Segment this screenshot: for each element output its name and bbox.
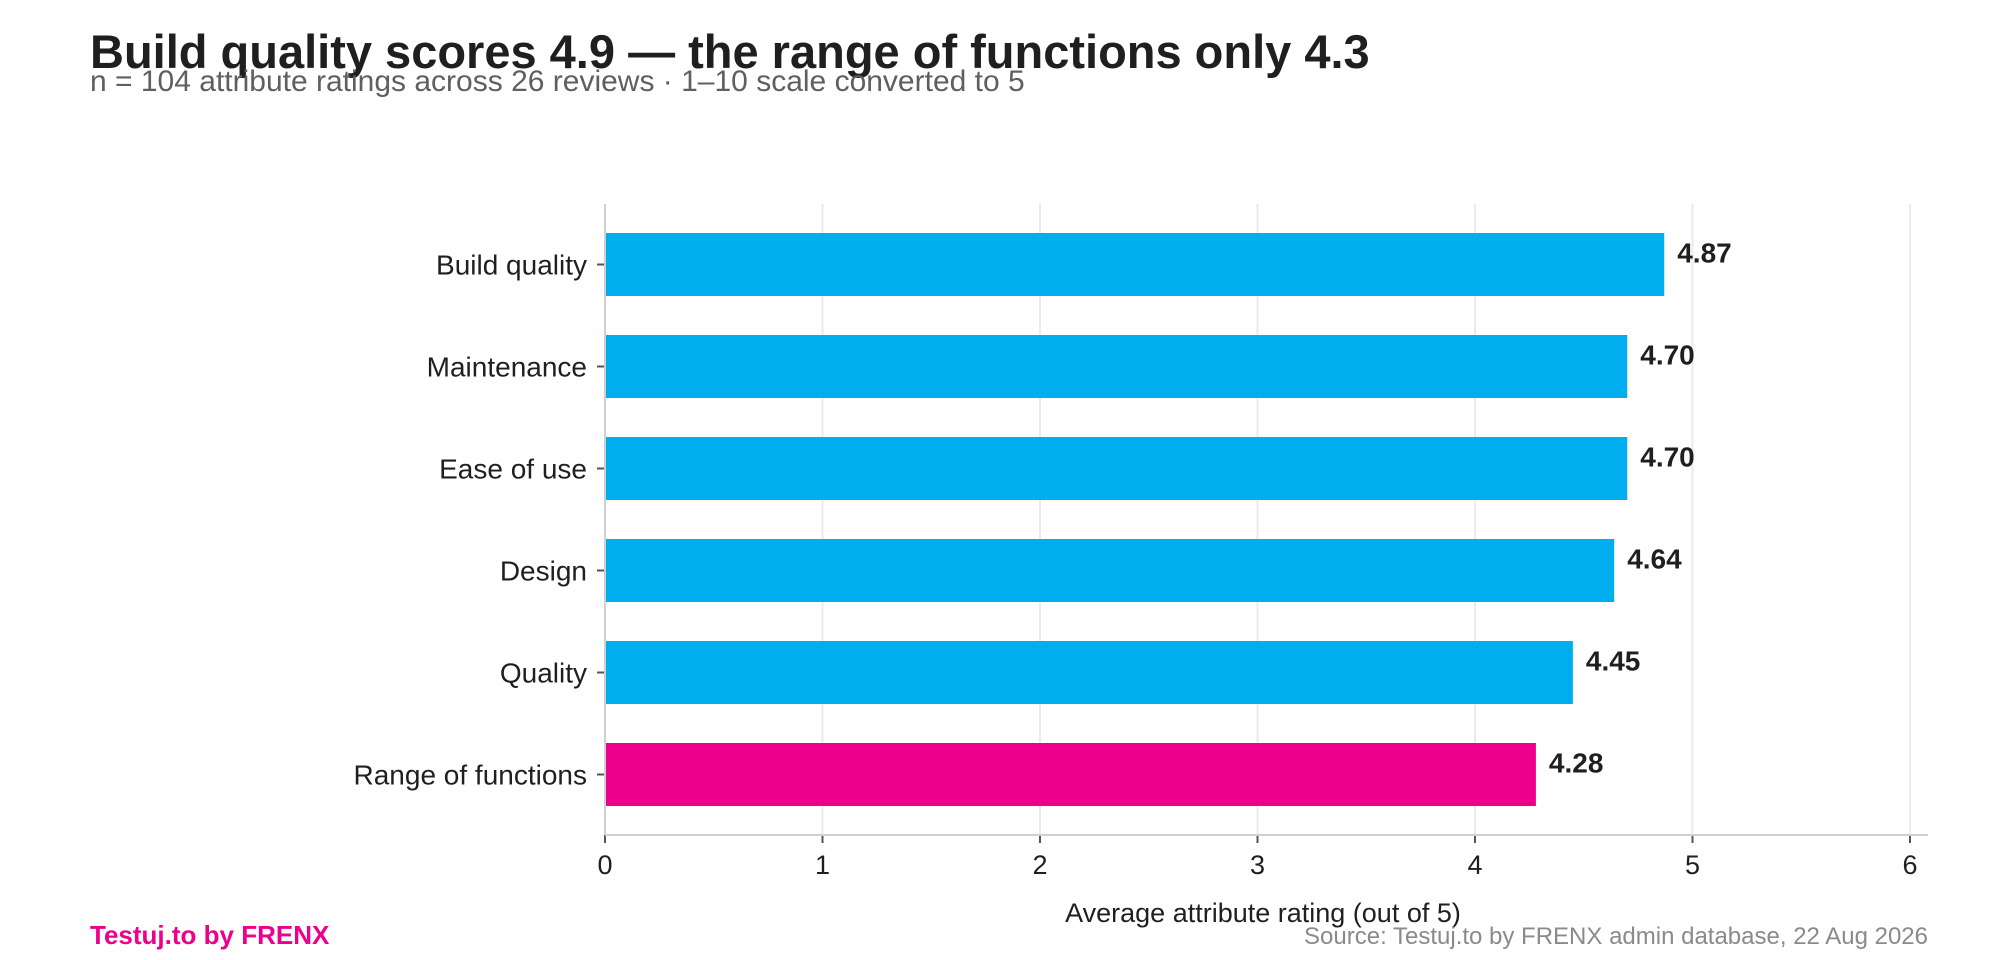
- x-tick-label: 3: [1250, 850, 1265, 880]
- bar: [605, 335, 1628, 398]
- x-tick-label: 5: [1685, 850, 1700, 880]
- grid-lines: [821, 204, 1911, 835]
- bars: 4.87 4.70 4.70 4.64 4.45 4.28: [605, 233, 1732, 806]
- category-label: Build quality: [436, 250, 587, 281]
- bar: [605, 539, 1615, 602]
- category-label: Maintenance: [427, 352, 587, 383]
- x-tick-label: 4: [1467, 850, 1482, 880]
- x-tick-label: 2: [1032, 850, 1047, 880]
- x-tick-label: 0: [597, 850, 612, 880]
- x-tick-label: 6: [1902, 850, 1917, 880]
- chart-subtitle: n = 104 attribute ratings across 26 revi…: [90, 65, 1025, 98]
- x-axis-title: Average attribute rating (out of 5): [1065, 898, 1461, 928]
- value-label: 4.45: [1586, 646, 1641, 677]
- x-tick-label: 1: [815, 850, 830, 880]
- value-label: 4.70: [1640, 340, 1695, 371]
- bar: [605, 233, 1665, 296]
- category-label: Design: [500, 556, 587, 587]
- bar: [605, 641, 1573, 704]
- category-label: Quality: [500, 658, 587, 689]
- category-label: Ease of use: [439, 454, 587, 485]
- bar: [605, 437, 1628, 500]
- chart-title: Build quality scores 4.9 — the range of …: [90, 25, 1370, 78]
- value-label: 4.64: [1627, 544, 1682, 575]
- value-label: 4.28: [1549, 748, 1604, 779]
- category-label: Range of functions: [354, 760, 588, 791]
- brand-label: Testuj.to by FRENX: [90, 920, 330, 950]
- axes: 0 1 2 3 4 5 6 Build quality Maintenance Ease of u…: [354, 204, 1928, 880]
- value-label: 4.87: [1677, 238, 1732, 269]
- bar: [605, 743, 1536, 806]
- value-label: 4.70: [1640, 442, 1695, 473]
- source-note: Source: Testuj.to by FRENX admin databas…: [1304, 923, 1928, 950]
